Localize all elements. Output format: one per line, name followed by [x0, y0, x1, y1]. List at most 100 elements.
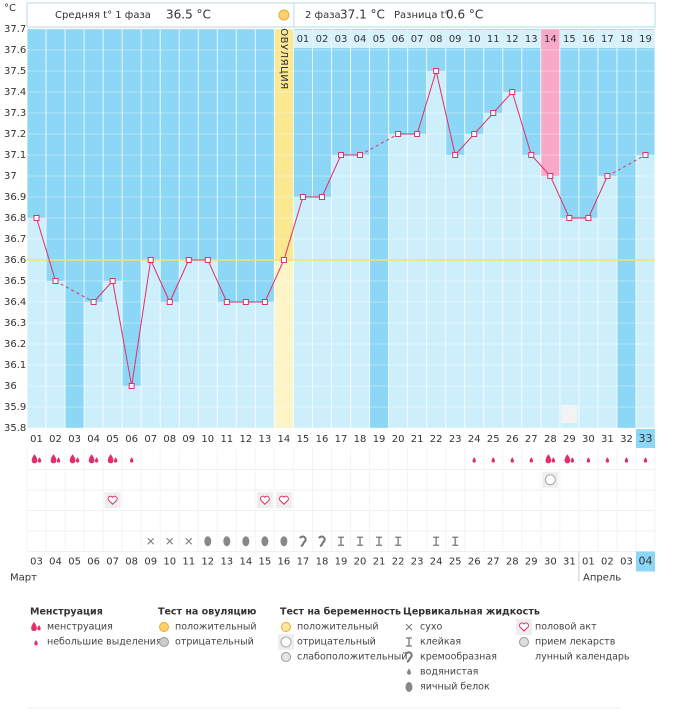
- marker: [395, 536, 402, 546]
- temperature-point: [414, 131, 421, 137]
- temperature-bar: [84, 302, 104, 428]
- phase2-cell: [541, 30, 560, 48]
- temperature-bar: [559, 218, 579, 428]
- phase2-day-label: 14: [544, 34, 557, 45]
- x-tick-label: 26: [506, 434, 519, 445]
- date-label: 03: [30, 557, 43, 568]
- x-tick-label: 10: [201, 434, 214, 445]
- marker: [256, 492, 273, 509]
- phase2-cell: [446, 30, 465, 48]
- legend-item: небольшие выделения: [47, 637, 162, 648]
- temperature-bar: [445, 155, 465, 428]
- pr-neg: [544, 474, 556, 486]
- x-tick-label: 31: [601, 434, 614, 445]
- dry-icon: [166, 537, 174, 545]
- creamy-icon: [299, 535, 307, 548]
- date-label: 17: [297, 557, 310, 568]
- heart-icon: [107, 495, 118, 505]
- date-label: 05: [68, 557, 81, 568]
- temperature-point: [318, 194, 325, 200]
- marker: [280, 536, 288, 547]
- date-label: 06: [87, 557, 100, 568]
- drop-icon: [129, 457, 134, 463]
- temperature-point: [128, 383, 135, 389]
- date-label: 16: [278, 557, 291, 568]
- phase2-day-label: 17: [601, 34, 614, 45]
- phase2-day-label: 11: [487, 34, 500, 45]
- marker: [433, 536, 440, 546]
- phase2-cell: [560, 30, 579, 48]
- marker: [643, 457, 648, 463]
- sticky-icon: [338, 536, 344, 546]
- legend-item: положительный: [175, 622, 257, 633]
- legend-icon: [406, 637, 412, 647]
- legend-item: сухо: [420, 622, 442, 633]
- x-tick-label: 29: [563, 434, 576, 445]
- marker: [529, 457, 533, 463]
- marker: [104, 492, 121, 509]
- drop-icon: [545, 454, 552, 464]
- legend-icon: [31, 622, 41, 631]
- sticky-icon: [376, 536, 383, 546]
- eggwhite-icon: [204, 536, 212, 547]
- moon-marker: [561, 405, 578, 423]
- drop-icon: [69, 454, 76, 464]
- legend-icon: [407, 668, 411, 675]
- drop-icon: [605, 457, 610, 463]
- temperature-bar: [198, 260, 218, 428]
- marker: [545, 454, 556, 464]
- header-phase1-value: 36.5 °C: [166, 8, 211, 22]
- legend-item: менструация: [47, 622, 113, 633]
- marker: [185, 537, 193, 545]
- date-label: 19: [335, 557, 348, 568]
- temperature-bar: [312, 197, 332, 428]
- date-label: 29: [525, 557, 538, 568]
- marker: [129, 457, 134, 463]
- drop-icon: [56, 457, 61, 463]
- marker: [261, 536, 269, 547]
- header-phase2: 2 фаза: [305, 10, 341, 21]
- date-label: 04: [638, 555, 652, 568]
- phase2-day-label: 08: [430, 34, 443, 45]
- gap-connector: [55, 280, 94, 303]
- month-label: Апрель: [583, 573, 621, 584]
- legend-icon: [520, 652, 525, 662]
- y-tick-label: 37.2: [4, 129, 26, 140]
- temperature-bar: [141, 260, 161, 428]
- x-tick-label: 33: [638, 432, 652, 445]
- x-tick-label: 21: [411, 434, 424, 445]
- marker: [318, 535, 326, 548]
- date-label: 23: [411, 557, 424, 568]
- drop-icon: [31, 622, 37, 631]
- drop-icon: [34, 640, 38, 646]
- temperature-point: [147, 257, 154, 263]
- x-tick-label: 17: [335, 434, 348, 445]
- marker: [510, 457, 514, 463]
- legend-item: слабоположительный: [297, 652, 407, 663]
- temperature-bar: [540, 176, 560, 428]
- legend-item: отрицательный: [175, 637, 254, 648]
- phase2-day-label: 01: [297, 34, 310, 45]
- temperature-point: [204, 257, 211, 263]
- y-tick-label: 37.4: [4, 87, 26, 98]
- phase2-cell: [370, 30, 389, 48]
- dry-icon: [147, 537, 155, 545]
- marker: [50, 454, 61, 464]
- x-tick-label: 12: [239, 434, 252, 445]
- heart-icon: [259, 495, 270, 505]
- temperature-point: [242, 299, 249, 305]
- temperature-bar: [179, 260, 199, 428]
- y-tick-label: 37.3: [4, 108, 26, 119]
- temperature-bar: [426, 71, 446, 428]
- phase2-cell: [427, 30, 446, 48]
- marker: [147, 537, 155, 545]
- x-tick-label: 06: [125, 434, 138, 445]
- header-diff: Разница t°: [394, 10, 450, 21]
- temperature-bar: [122, 386, 142, 428]
- eggwhite-icon: [405, 682, 413, 692]
- moon-bg: [561, 405, 578, 423]
- date-label: 20: [354, 557, 367, 568]
- y-tick-label: 35.9: [4, 402, 26, 413]
- x-tick-label: 32: [620, 434, 633, 445]
- temperature-bar: [407, 134, 427, 428]
